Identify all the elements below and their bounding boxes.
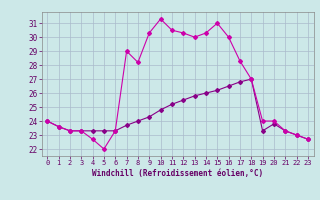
X-axis label: Windchill (Refroidissement éolien,°C): Windchill (Refroidissement éolien,°C) xyxy=(92,169,263,178)
